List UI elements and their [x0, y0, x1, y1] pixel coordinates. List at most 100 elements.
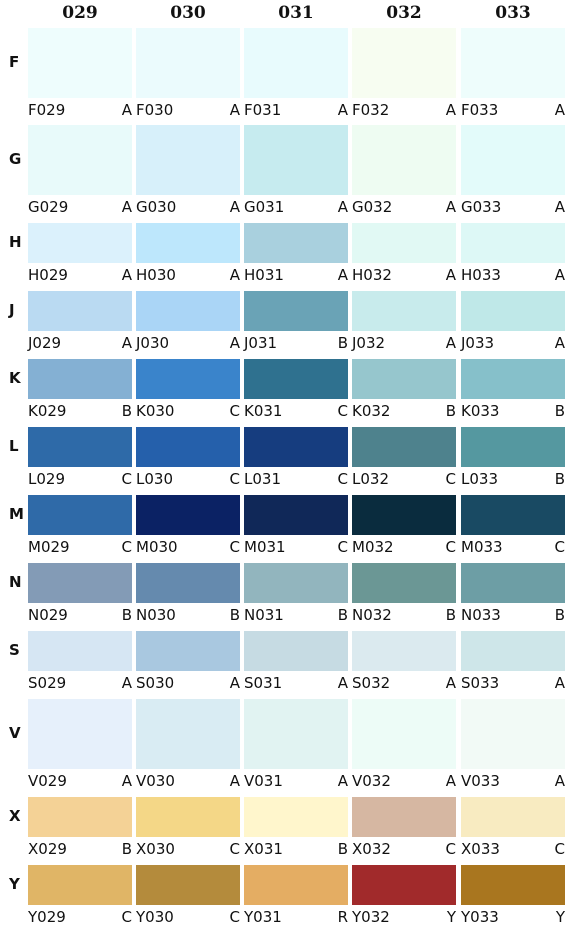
- color-code: N030: [136, 606, 176, 624]
- color-grade: A: [554, 674, 565, 692]
- color-swatch: [244, 563, 348, 603]
- color-grade: A: [337, 674, 348, 692]
- color-swatch: [28, 223, 132, 263]
- color-cell-s032: S032 A: [352, 631, 456, 695]
- color-code: L031: [244, 470, 281, 488]
- color-swatch: [136, 865, 240, 905]
- color-code: G031: [244, 198, 285, 216]
- color-grade: C: [229, 840, 240, 858]
- color-code: X032: [352, 840, 391, 858]
- color-code: J029: [28, 334, 62, 352]
- color-cell-s030: S030 A: [136, 631, 240, 695]
- color-swatch: [244, 28, 348, 98]
- color-cell-l030: L030 C: [136, 427, 240, 491]
- color-cell-f029: F029 A: [28, 28, 132, 122]
- color-grade: B: [554, 402, 565, 420]
- color-grade: A: [121, 772, 132, 790]
- color-grade: C: [445, 840, 456, 858]
- color-swatch: [244, 223, 348, 263]
- color-cell-j032: J032 A: [352, 291, 456, 355]
- color-code: X031: [244, 840, 283, 858]
- color-swatch: [136, 797, 240, 837]
- color-swatch: [136, 563, 240, 603]
- color-code: S031: [244, 674, 283, 692]
- color-code: Y033: [461, 908, 499, 926]
- color-code: S033: [461, 674, 500, 692]
- color-grade: A: [445, 198, 456, 216]
- color-cell-x030: X030 C: [136, 797, 240, 861]
- color-code: N031: [244, 606, 284, 624]
- color-grade: C: [121, 470, 132, 488]
- color-grade: A: [554, 101, 565, 119]
- color-grade: R: [337, 908, 348, 926]
- color-cell-k033: K033 B: [461, 359, 565, 423]
- column-header-033: 033: [495, 3, 531, 23]
- color-grade: B: [337, 606, 348, 624]
- color-swatch: [136, 125, 240, 195]
- color-swatch: [352, 699, 456, 769]
- color-swatch: [352, 797, 456, 837]
- color-cell-n029: N029 B: [28, 563, 132, 627]
- color-cell-l029: L029 C: [28, 427, 132, 491]
- color-grade: A: [445, 334, 456, 352]
- color-grade: A: [337, 266, 348, 284]
- color-swatch: [28, 495, 132, 535]
- color-cell-k030: K030 C: [136, 359, 240, 423]
- color-code: N032: [352, 606, 392, 624]
- color-grade: Y: [555, 908, 565, 926]
- color-cell-h029: H029 A: [28, 223, 132, 287]
- color-swatch: [461, 495, 565, 535]
- row-label-x: X: [9, 807, 21, 825]
- color-swatch: [461, 631, 565, 671]
- color-code: H029: [28, 266, 68, 284]
- color-code: V032: [352, 772, 391, 790]
- color-swatch: [352, 563, 456, 603]
- color-swatch: [244, 125, 348, 195]
- color-swatch: [28, 28, 132, 98]
- color-code: Y032: [352, 908, 390, 926]
- color-code: X033: [461, 840, 500, 858]
- color-grade: C: [121, 538, 132, 556]
- color-swatch: [244, 359, 348, 399]
- color-code: H032: [352, 266, 392, 284]
- color-grade: C: [554, 840, 565, 858]
- color-cell-f032: F032 A: [352, 28, 456, 122]
- color-grade: A: [229, 266, 240, 284]
- row-label-v: V: [9, 724, 21, 742]
- color-cell-k032: K032 B: [352, 359, 456, 423]
- color-cell-x033: X033 C: [461, 797, 565, 861]
- color-grade: Y: [446, 908, 456, 926]
- color-cell-j031: J031 B: [244, 291, 348, 355]
- color-code: H031: [244, 266, 284, 284]
- color-cell-y032: Y032 Y: [352, 865, 456, 929]
- color-cell-n030: N030 B: [136, 563, 240, 627]
- row-label-l: L: [9, 437, 19, 455]
- row-label-j: J: [9, 301, 15, 319]
- color-swatch: [352, 291, 456, 331]
- color-grade: B: [554, 606, 565, 624]
- color-code: L032: [352, 470, 389, 488]
- color-grade: A: [445, 674, 456, 692]
- color-cell-y029: Y029 C: [28, 865, 132, 929]
- color-swatch: [352, 427, 456, 467]
- color-swatch: [461, 125, 565, 195]
- color-swatch: [136, 495, 240, 535]
- color-swatch: [352, 865, 456, 905]
- color-cell-y031: Y031 R: [244, 865, 348, 929]
- color-cell-v033: V033 A: [461, 699, 565, 793]
- color-cell-v031: V031 A: [244, 699, 348, 793]
- color-swatch: [461, 223, 565, 263]
- color-grade: A: [445, 266, 456, 284]
- color-swatch: [461, 865, 565, 905]
- color-code: J031: [244, 334, 278, 352]
- color-code: L030: [136, 470, 173, 488]
- color-grade: C: [229, 470, 240, 488]
- color-grade: A: [445, 772, 456, 790]
- color-grade: A: [229, 334, 240, 352]
- color-cell-m030: M030 C: [136, 495, 240, 559]
- color-cell-g030: G030 A: [136, 125, 240, 219]
- color-swatch: [352, 28, 456, 98]
- color-cell-h033: H033 A: [461, 223, 565, 287]
- color-code: Y030: [136, 908, 174, 926]
- color-code: M032: [352, 538, 394, 556]
